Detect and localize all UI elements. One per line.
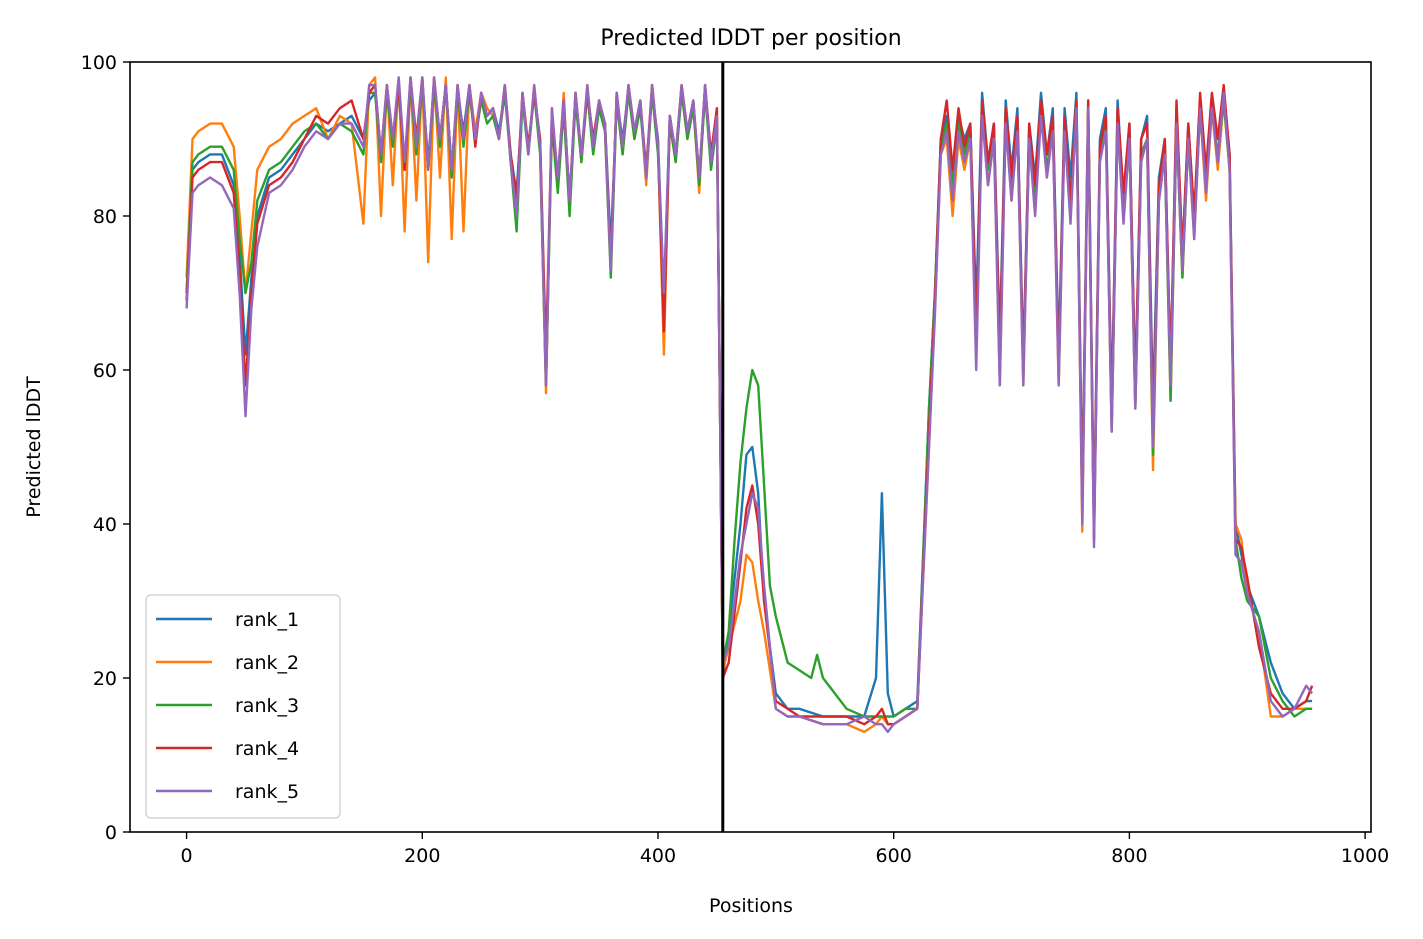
- y-tick-label: 40: [93, 514, 117, 536]
- series-line-rank_1: [185, 83, 1313, 718]
- legend-label: rank_3: [235, 695, 299, 717]
- x-tick-label: 600: [876, 845, 912, 867]
- legend-box: [145, 594, 341, 819]
- y-tick-label: 60: [93, 360, 117, 382]
- axis-ticks: 0 200 400 600 800 1000 0 20 40 60 80 100: [81, 52, 1390, 867]
- y-tick-label: 80: [93, 206, 117, 228]
- x-axis-label: Positions: [709, 895, 793, 917]
- legend-label: rank_5: [235, 781, 299, 803]
- x-tick-label: 200: [404, 845, 440, 867]
- y-tick-label: 100: [81, 52, 117, 74]
- x-tick-label: 400: [640, 845, 676, 867]
- series-line-rank_5: [185, 76, 1314, 734]
- legend: rank_1 rank_2 rank_3 rank_4 rank_5: [145, 594, 341, 819]
- y-tick-label: 20: [93, 668, 117, 690]
- series-line-rank_4: [185, 76, 1314, 726]
- x-tick-label: 800: [1111, 845, 1147, 867]
- plot-frame: [129, 61, 1372, 833]
- x-tick-label: 1000: [1341, 845, 1389, 867]
- legend-label: rank_1: [235, 609, 299, 631]
- y-axis-label: Predicted lDDT: [23, 376, 45, 518]
- y-tick-label: 0: [105, 822, 117, 844]
- chart-title: Predicted lDDT per position: [600, 26, 901, 51]
- legend-label: rank_2: [235, 652, 299, 674]
- series-line-rank_2: [185, 76, 1313, 734]
- legend-label: rank_4: [235, 738, 299, 760]
- series-layer: [185, 76, 1314, 734]
- series-line-rank_3: [185, 83, 1313, 718]
- x-tick-label: 0: [181, 845, 193, 867]
